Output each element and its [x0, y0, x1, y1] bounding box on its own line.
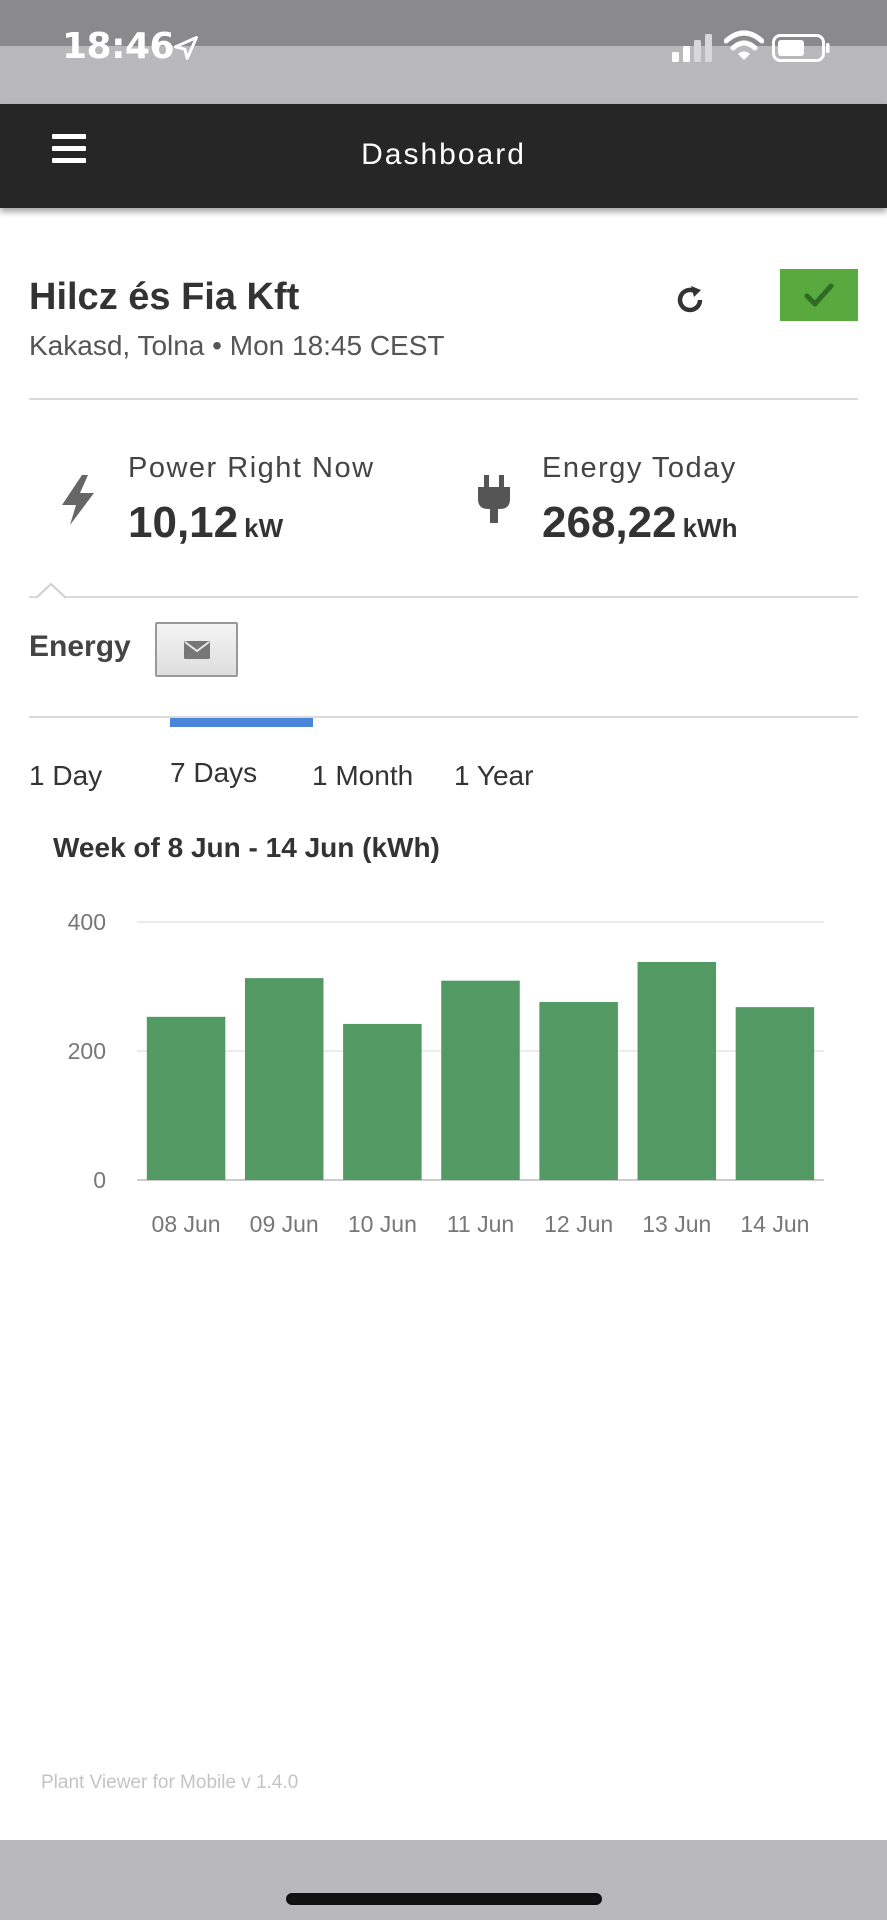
- chart-title: Week of 8 Jun - 14 Jun (kWh): [53, 832, 440, 863]
- envelope-icon: [183, 640, 210, 659]
- x-tick-label: 08 Jun: [152, 1211, 221, 1237]
- x-tick-label: 12 Jun: [544, 1211, 613, 1237]
- home-indicator[interactable]: [286, 1893, 602, 1905]
- bar-10-jun[interactable]: [343, 1023, 422, 1180]
- tab-1-year[interactable]: 1 Year: [454, 760, 534, 791]
- power-value: 10,12 kW: [128, 498, 283, 548]
- energy-today-number: 268,22: [542, 498, 677, 547]
- x-tick-label: 10 Jun: [348, 1211, 417, 1237]
- bar-11-jun[interactable]: [441, 980, 520, 1180]
- x-tick-label: 13 Jun: [642, 1211, 711, 1237]
- kpi-divider: [29, 596, 858, 598]
- power-label: Power Right Now: [128, 452, 375, 484]
- tab-7-days[interactable]: 7 Days: [170, 757, 258, 788]
- bar-08-jun[interactable]: [146, 1016, 226, 1180]
- wifi-icon: [724, 30, 764, 60]
- battery-icon: [772, 34, 830, 62]
- hamburger-menu-icon[interactable]: [52, 134, 86, 168]
- tabs-divider: [29, 716, 858, 718]
- status-time: 18:46: [62, 26, 175, 67]
- nav-bar: Dashboard: [0, 104, 887, 208]
- location-arrow-icon: [174, 36, 198, 60]
- checkmark-icon: [804, 283, 834, 307]
- y-tick-label: 400: [68, 909, 106, 935]
- tab-1-day[interactable]: 1 Day: [29, 760, 103, 791]
- y-tick-label: 200: [68, 1038, 106, 1064]
- power-unit: kW: [244, 513, 284, 543]
- plant-location-time: Kakasd, Tolna • Mon 18:45 CEST: [29, 330, 445, 361]
- status-ok-badge[interactable]: [780, 269, 858, 321]
- plug-icon: [478, 475, 510, 523]
- active-tab-indicator: [170, 718, 313, 727]
- cellular-signal-icon: [672, 34, 712, 62]
- bar-14-jun[interactable]: [735, 1007, 815, 1180]
- x-tick-label: 11 Jun: [447, 1211, 514, 1237]
- bar-09-jun[interactable]: [244, 978, 324, 1180]
- bottom-bar: [0, 1840, 887, 1920]
- email-report-button[interactable]: [155, 622, 238, 677]
- bar-13-jun[interactable]: [637, 961, 717, 1180]
- page-title: Dashboard: [361, 138, 526, 171]
- energy-today-unit: kWh: [682, 513, 738, 543]
- energy-today-value: 268,22 kWh: [542, 498, 737, 548]
- tab-1-month[interactable]: 1 Month: [312, 760, 414, 791]
- caret-up-icon: [36, 583, 66, 599]
- power-value-number: 10,12: [128, 498, 239, 547]
- bar-12-jun[interactable]: [539, 1001, 618, 1180]
- energy-today-label: Energy Today: [542, 452, 737, 484]
- lightning-icon: [62, 475, 94, 525]
- x-tick-label: 14 Jun: [740, 1211, 809, 1237]
- status-bar: 18:46: [0, 0, 887, 104]
- y-tick-label: 0: [93, 1167, 106, 1193]
- x-tick-label: 09 Jun: [250, 1211, 319, 1237]
- energy-bar-chart: 0 200 400 08 Jun 09 Jun 10 Jun 11 Jun 12 Jun 13…: [68, 909, 824, 1237]
- header-divider: [29, 398, 858, 400]
- energy-section-label: Energy: [29, 630, 131, 663]
- plant-name: Hilcz és Fia Kft: [29, 276, 300, 318]
- refresh-icon[interactable]: [674, 284, 706, 316]
- app-version: Plant Viewer for Mobile v 1.4.0: [41, 1772, 299, 1793]
